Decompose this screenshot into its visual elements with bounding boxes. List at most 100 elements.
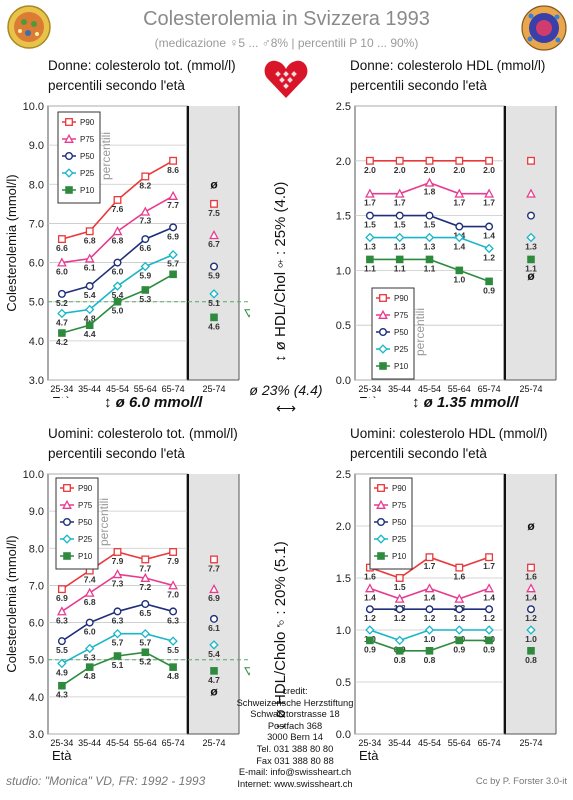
data-label: 4.8 bbox=[84, 671, 96, 681]
data-label: 2.0 bbox=[453, 165, 465, 175]
x-tick-label: 45-54 bbox=[418, 738, 441, 748]
data-label: 5.3 bbox=[84, 653, 96, 663]
overall-label: 1.2 bbox=[525, 613, 537, 623]
data-point bbox=[169, 270, 177, 279]
data-point bbox=[454, 232, 465, 243]
page-title: Colesterolemia in Svizzera 1993 bbox=[143, 8, 430, 30]
x-tick-label: 65-74 bbox=[478, 738, 501, 748]
y-axis-label: Colesterolemia (mmol/l) bbox=[4, 174, 19, 311]
series-p50: 1.2 1.2 1.2 1.2 1.2 1.2 bbox=[364, 605, 537, 623]
x-tick-label: 25-34 bbox=[50, 738, 73, 748]
data-point bbox=[168, 580, 178, 590]
data-label: 1.4 bbox=[364, 592, 376, 602]
legend-label: P50 bbox=[392, 518, 407, 527]
overall-point bbox=[209, 614, 218, 623]
data-label: 1.2 bbox=[364, 613, 376, 623]
data-point bbox=[140, 572, 151, 582]
series-p90: 6.9 7.4 7.9 7.7 7.9 7.7 bbox=[56, 548, 220, 603]
cell-logo-right-icon bbox=[520, 4, 568, 52]
overall-label: 1.0 bbox=[525, 634, 537, 644]
data-point bbox=[113, 607, 122, 616]
overall-point bbox=[526, 605, 535, 614]
x-tick-label: 65-74 bbox=[162, 738, 185, 748]
legend-swatch-marker bbox=[63, 552, 71, 560]
x-tick-label-overall: 25-74 bbox=[202, 384, 225, 394]
data-label: 5.2 bbox=[56, 298, 68, 308]
x-tick-label: 45-54 bbox=[418, 384, 441, 394]
data-point bbox=[113, 195, 122, 204]
data-point bbox=[485, 277, 493, 286]
series-p75: 6.3 6.8 7.3 7.2 7.0 6.9 bbox=[56, 569, 220, 625]
data-point bbox=[395, 255, 404, 264]
data-point bbox=[424, 583, 435, 593]
legend: P90 P75 P50 P25 P10 percentili bbox=[371, 287, 427, 380]
data-label: 1.3 bbox=[394, 242, 406, 252]
data-point bbox=[424, 232, 435, 243]
data-label: 1.7 bbox=[483, 198, 495, 208]
legend-label: P25 bbox=[78, 535, 93, 544]
data-point bbox=[485, 156, 494, 165]
data-point bbox=[141, 172, 150, 181]
data-label: 1.4 bbox=[483, 231, 495, 241]
data-label: 1.4 bbox=[483, 592, 495, 602]
y-tick-label: 8.0 bbox=[29, 179, 44, 191]
chart-women-total: 3.0 4.0 5.0 6.0 7.0 8.0 9.0 10.0 25-34 35-44 45-54… bbox=[4, 101, 250, 398]
footer-license: Cc by P. Forster 3.0-it bbox=[475, 776, 567, 787]
y-tick-label: 4.0 bbox=[29, 336, 44, 348]
legend-swatch-marker bbox=[63, 484, 71, 492]
y-tick-label: 7.0 bbox=[29, 218, 44, 230]
data-point bbox=[425, 647, 434, 655]
data-point bbox=[485, 222, 494, 231]
data-label: 4.2 bbox=[56, 337, 68, 347]
data-point bbox=[57, 585, 66, 594]
data-point bbox=[140, 261, 151, 272]
x-axis-label: Età bbox=[52, 748, 72, 763]
y-tick-label: 7.0 bbox=[29, 580, 44, 592]
data-label: 4.8 bbox=[167, 671, 179, 681]
data-label: 0.8 bbox=[424, 655, 436, 665]
overall-point bbox=[210, 667, 218, 675]
legend-swatch-marker bbox=[377, 484, 385, 492]
overall-label: 4.6 bbox=[208, 321, 220, 331]
data-label: 5.3 bbox=[139, 294, 151, 304]
y-tick-label: 6.0 bbox=[29, 618, 44, 630]
data-point bbox=[454, 625, 465, 635]
legend-box bbox=[369, 477, 413, 570]
overall-point bbox=[209, 289, 219, 299]
data-label: 7.3 bbox=[112, 578, 124, 588]
data-point bbox=[365, 625, 375, 635]
data-point bbox=[424, 177, 435, 187]
data-point bbox=[454, 593, 465, 603]
data-label: 6.8 bbox=[84, 235, 96, 245]
overall-label: 7.7 bbox=[208, 563, 220, 573]
legend-label: P50 bbox=[394, 328, 409, 337]
data-point bbox=[455, 156, 464, 165]
series-p75: 1.7 1.7 1.8 1.7 1.7 bbox=[364, 177, 536, 208]
data-label: 7.4 bbox=[84, 575, 96, 585]
data-label: 6.8 bbox=[112, 235, 124, 245]
overall-label: 5.1 bbox=[208, 298, 220, 308]
y-tick-label: 0.0 bbox=[336, 375, 351, 387]
data-point bbox=[484, 583, 494, 593]
overall-point bbox=[209, 640, 219, 650]
legend: P90 P75 P50 P25 P10 percentili bbox=[57, 111, 113, 204]
data-label: 1.0 bbox=[453, 274, 465, 284]
overall-label: 1.6 bbox=[525, 572, 537, 582]
x-tick-label: 35-44 bbox=[78, 738, 101, 748]
data-point bbox=[57, 235, 66, 244]
data-label: 2.0 bbox=[364, 165, 376, 175]
x-tick-label: 35-44 bbox=[78, 384, 101, 394]
y-tick-label: 3.0 bbox=[29, 729, 44, 741]
data-label: 1.2 bbox=[453, 613, 465, 623]
data-point bbox=[484, 243, 494, 254]
x-tick-label: 65-74 bbox=[478, 384, 501, 394]
data-point bbox=[395, 605, 404, 614]
overall-point bbox=[526, 583, 536, 593]
data-point bbox=[394, 635, 405, 646]
data-label: 1.4 bbox=[453, 242, 465, 252]
data-label: 1.5 bbox=[364, 220, 376, 230]
data-point bbox=[57, 637, 66, 646]
legend-label: P90 bbox=[394, 294, 409, 303]
data-point bbox=[454, 188, 465, 198]
overall-label: 0.8 bbox=[525, 655, 537, 665]
